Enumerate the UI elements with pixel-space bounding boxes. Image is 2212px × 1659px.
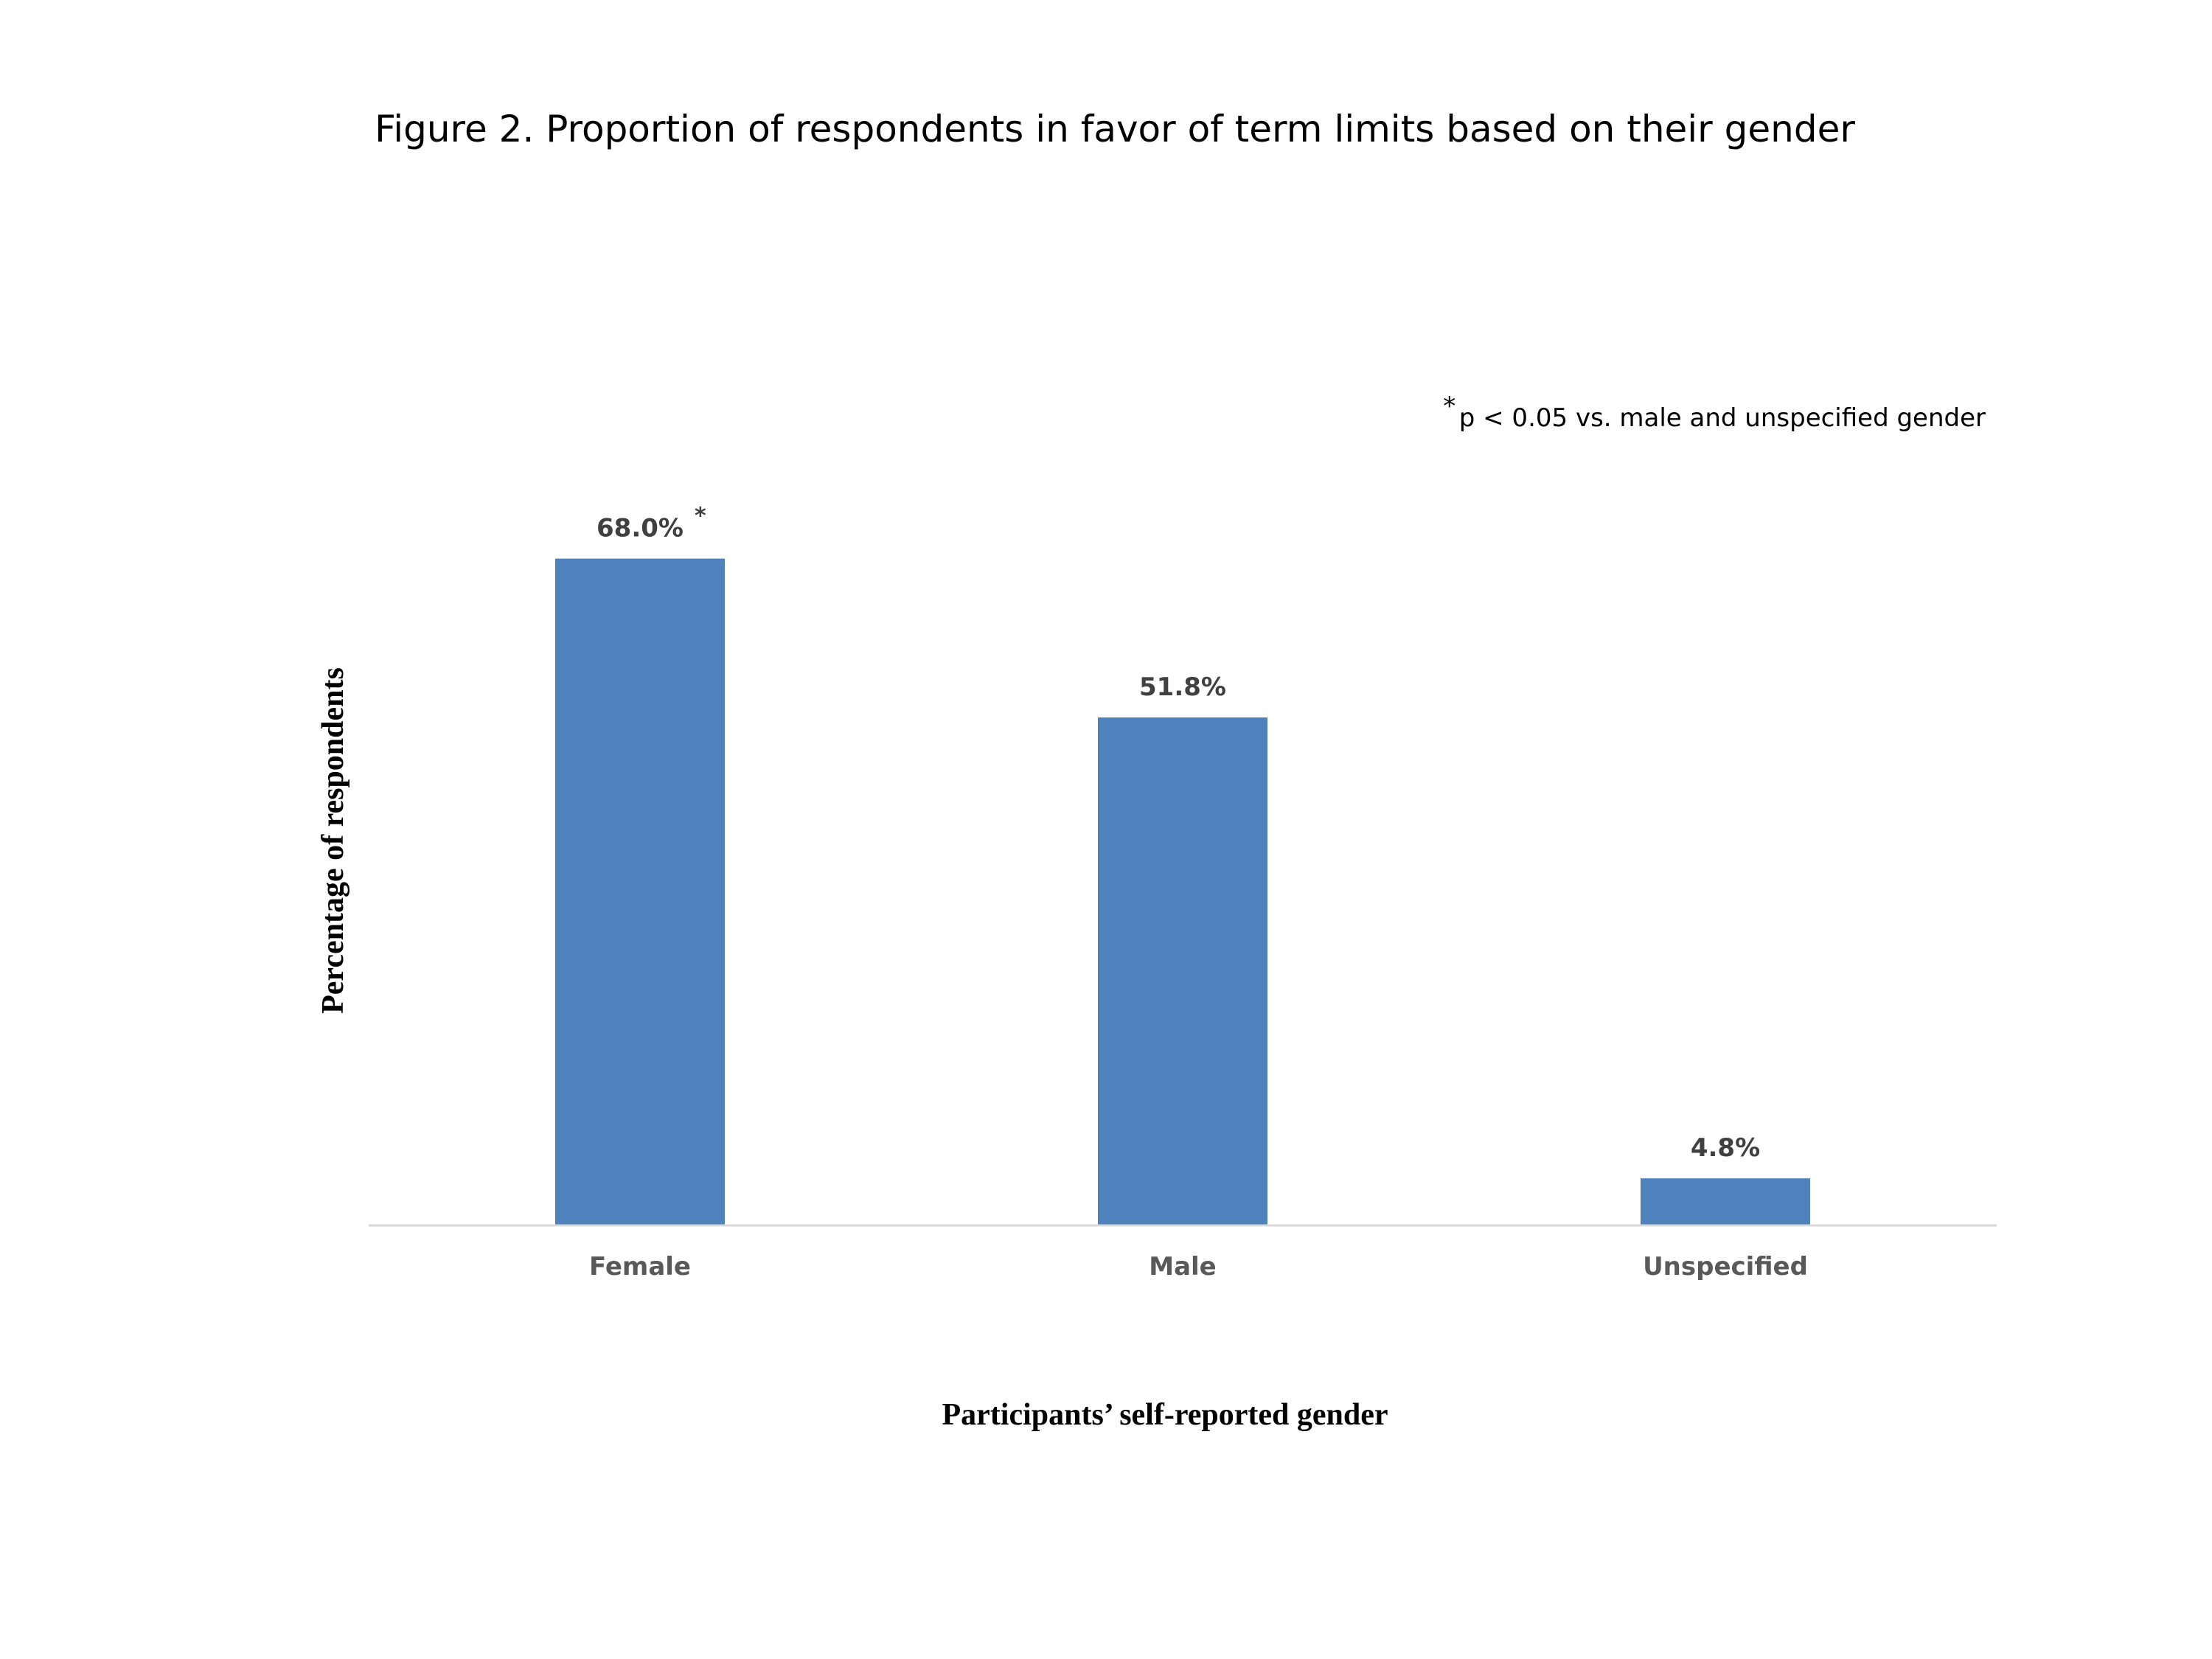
bar-female — [555, 558, 725, 1225]
data-labels: 68.0% * 51.8% 4.8% — [597, 504, 1760, 1164]
data-label-male: 51.8% — [1139, 672, 1226, 702]
x-axis-title: Participants’ self-reported gender — [942, 1398, 1388, 1432]
chart-title: Figure 2. Proportion of respondents in f… — [375, 108, 1855, 150]
data-label-unspecified: 4.8% — [1691, 1133, 1760, 1163]
significance-mark-female: * — [695, 504, 706, 529]
bar-male — [1098, 717, 1267, 1225]
x-tick-label-male: Male — [1149, 1252, 1217, 1281]
data-label-female: 68.0% — [597, 514, 684, 543]
significance-note-text: p < 0.05 vs. male and unspecified gender — [1459, 403, 1986, 433]
y-axis-title: Percentage of respondents — [316, 667, 350, 1014]
bar-unspecified — [1641, 1178, 1810, 1225]
bars — [555, 558, 1810, 1225]
x-tick-label-unspecified: Unspecified — [1643, 1252, 1808, 1281]
significance-note-marker: * — [1443, 392, 1455, 421]
x-tick-label-female: Female — [589, 1252, 691, 1281]
significance-note: * p < 0.05 vs. male and unspecified gend… — [1443, 392, 1986, 433]
x-tick-labels: Female Male Unspecified — [589, 1252, 1808, 1281]
